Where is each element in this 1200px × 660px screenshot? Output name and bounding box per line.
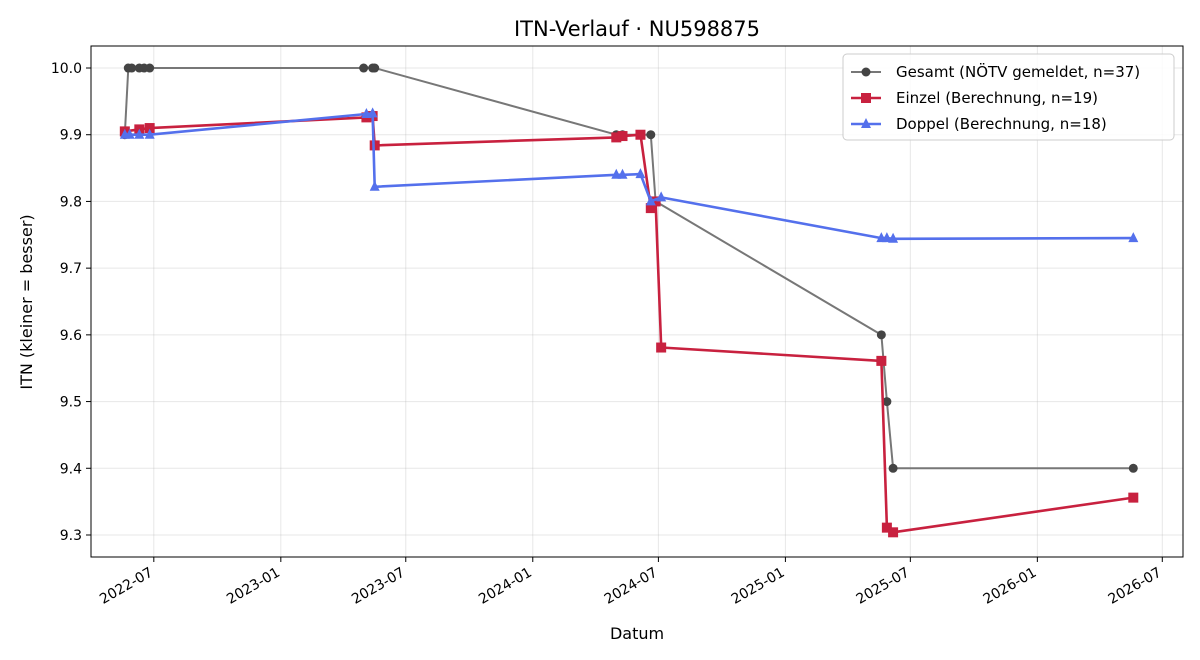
data-point: [124, 128, 135, 139]
data-point: [656, 191, 667, 202]
data-point: [635, 168, 646, 179]
x-tick-label: 2025-01: [729, 565, 788, 608]
data-point: [645, 203, 656, 214]
x-axis-label: Datum: [610, 624, 664, 643]
data-point: [1128, 463, 1138, 473]
x-tick-label: 2024-07: [602, 565, 661, 608]
y-tick-label: 9.8: [60, 194, 82, 210]
data-point: [650, 196, 661, 207]
data-point: [134, 128, 145, 139]
x-axis: 2022-07 2023-01 2023-07 2024-01 2024-07 2025-…: [97, 557, 1164, 608]
series-layer: [119, 63, 1139, 538]
data-point: [617, 168, 628, 179]
data-point: [1128, 232, 1139, 243]
data-point: [881, 522, 892, 533]
chart-title: ITN-Verlauf · NU598875: [514, 17, 760, 41]
data-point: [861, 93, 871, 103]
data-point: [861, 118, 871, 128]
x-tick-label: 2023-01: [224, 565, 283, 608]
legend-item: Gesamt (NÖTV gemeldet, n=37): [851, 62, 1140, 81]
y-tick-label: 9.3: [60, 528, 82, 544]
x-tick-label: 2025-07: [854, 565, 913, 608]
y-axis: 9.3 9.4 9.5 9.6 9.7 9.8 9.9 10.0: [51, 61, 91, 544]
data-point: [888, 232, 899, 243]
legend: Gesamt (NÖTV gemeldet, n=37) Einzel (Bere…: [842, 53, 1175, 141]
y-tick-label: 9.6: [60, 328, 82, 344]
data-point: [369, 180, 380, 191]
legend-label: Gesamt (NÖTV gemeldet, n=37): [896, 62, 1140, 81]
y-tick-label: 9.4: [60, 461, 82, 477]
data-point: [881, 232, 892, 243]
data-point: [367, 107, 378, 118]
legend-label: Einzel (Berechnung, n=19): [896, 89, 1098, 107]
y-axis-label: ITN (kleiner = besser): [17, 214, 36, 389]
x-tick-label: 2024-01: [476, 565, 535, 608]
data-point: [611, 132, 622, 143]
data-point: [145, 63, 155, 73]
data-point: [617, 131, 628, 142]
data-point: [645, 195, 656, 206]
data-point: [876, 355, 887, 366]
x-tick-label: 2026-01: [981, 565, 1040, 608]
legend-box: [842, 53, 1175, 141]
data-point: [635, 129, 646, 140]
y-tick-label: 10.0: [51, 61, 82, 77]
legend-item: Doppel (Berechnung, n=18): [851, 115, 1107, 133]
x-tick-label: 2026-07: [1106, 565, 1165, 608]
y-tick-label: 9.9: [60, 128, 82, 144]
data-point: [888, 527, 899, 538]
data-point: [656, 342, 667, 353]
data-point: [1128, 492, 1139, 503]
data-point: [876, 330, 886, 340]
legend-item: Einzel (Berechnung, n=19): [851, 89, 1098, 107]
y-tick-label: 9.7: [60, 261, 82, 277]
series-3: [119, 107, 1139, 243]
data-point: [370, 63, 380, 73]
x-tick-label: 2022-07: [97, 565, 156, 608]
series-line: [124, 114, 1134, 534]
data-point: [359, 63, 369, 73]
grid-lines: [91, 46, 1183, 557]
data-point: [127, 63, 137, 73]
data-point: [144, 123, 155, 134]
legend-label: Doppel (Berechnung, n=18): [896, 115, 1107, 133]
data-point: [888, 463, 898, 473]
data-point: [144, 128, 155, 139]
data-point: [861, 67, 871, 77]
data-point: [646, 130, 656, 140]
data-point: [882, 397, 892, 407]
x-tick-label: 2023-07: [349, 565, 408, 608]
plot-frame: [90, 45, 1184, 558]
y-tick-label: 9.5: [60, 395, 82, 411]
